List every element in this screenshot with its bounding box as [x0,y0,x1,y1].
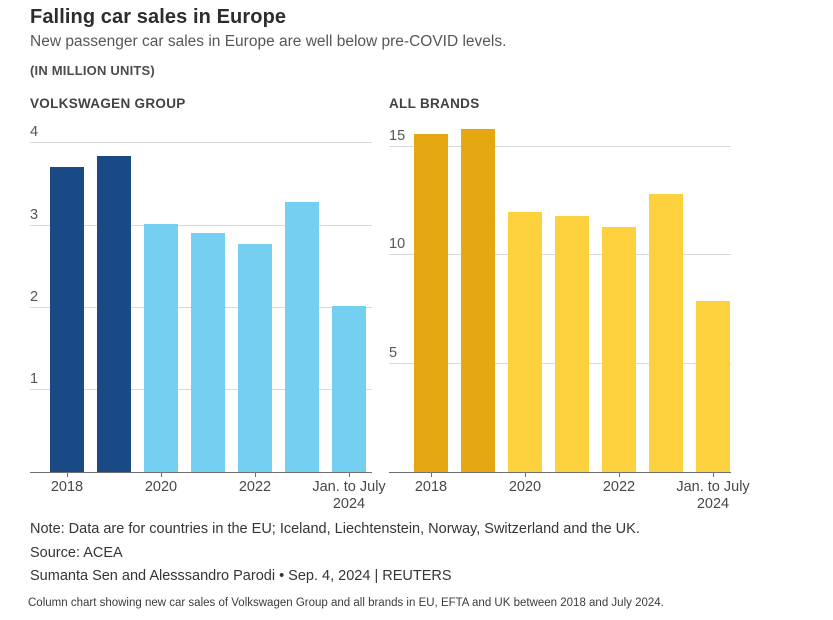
x-tick-label-2022: 2022 [602,479,636,495]
bar-2020 [508,211,542,472]
y-tick-label-3: 3 [30,206,39,223]
bar-2022 [238,244,272,472]
x-axis-tick [349,473,350,477]
x-tick-label-2020: 2020 [508,479,542,495]
page-subtitle: New passenger car sales in Europe are we… [30,33,507,50]
gridline-3 [30,224,372,226]
bar-jan-to-july-2024 [332,306,366,472]
x-tick-label-2018: 2018 [50,479,84,495]
x-axis-tick [67,473,68,477]
byline-text: Sumanta Sen and Alesssandro Parodi • Sep… [30,568,452,584]
y-tick-label-5: 5 [389,344,398,361]
y-tick-label-10: 10 [389,236,406,253]
bar-2021 [555,215,589,472]
vw-group-x-axis: 2018 2020 2022 Jan. to July 2024 [30,473,386,517]
x-tick-label-2022: 2022 [238,479,272,495]
vw-group-chart: VOLKSWAGEN GROUP 1 2 3 4 2018 2020 2022 Jan. t… [30,96,386,517]
x-axis-tick [161,473,162,477]
page-title: Falling car sales in Europe [30,6,287,28]
all-brands-x-axis: 2018 2020 2022 Jan. to July 2024 [389,473,750,517]
x-tick-label-jan-to-july-2024: Jan. to July 2024 [312,479,386,512]
bar-2023 [649,194,683,472]
bar-2020 [144,223,178,472]
bar-2022 [602,226,636,472]
y-tick-label-1: 1 [30,370,39,387]
x-tick-label-2020: 2020 [144,479,178,495]
x-tick-label-2018: 2018 [414,479,448,495]
note-text: Note: Data are for countries in the EU; … [30,521,640,537]
vw-group-chart-title: VOLKSWAGEN GROUP [30,96,186,111]
bar-jan-to-july-2024 [696,300,730,472]
bar-2018 [50,167,84,472]
x-axis-tick [713,473,714,477]
units-label: (IN MILLION UNITS) [30,63,155,78]
x-axis-tick [431,473,432,477]
bar-2019 [461,129,495,472]
bar-2023 [285,201,319,472]
y-tick-label-4: 4 [30,124,39,141]
all-brands-chart: ALL BRANDS 5 10 15 2018 2020 2022 Jan. to Jul… [389,96,750,517]
x-axis-tick [619,473,620,477]
x-tick-label-jan-to-july-2024: Jan. to July 2024 [676,479,750,512]
source-text: Source: ACEA [30,545,123,561]
caption-text: Column chart showing new car sales of Vo… [28,597,664,609]
all-brands-chart-title: ALL BRANDS [389,96,480,111]
all-brands-plot-area: 5 10 15 [389,127,731,477]
vw-group-plot-area: 1 2 3 4 [30,124,372,477]
x-axis-tick [525,473,526,477]
bar-2019 [97,155,131,472]
gridline-15 [389,145,731,147]
y-tick-label-2: 2 [30,288,39,305]
charts-row: VOLKSWAGEN GROUP 1 2 3 4 2018 2020 2022 Jan. t… [30,96,750,517]
gridline-4 [30,142,372,144]
bar-2021 [191,232,225,472]
y-tick-label-15: 15 [389,127,406,144]
x-axis-tick [255,473,256,477]
bar-2018 [414,133,448,472]
